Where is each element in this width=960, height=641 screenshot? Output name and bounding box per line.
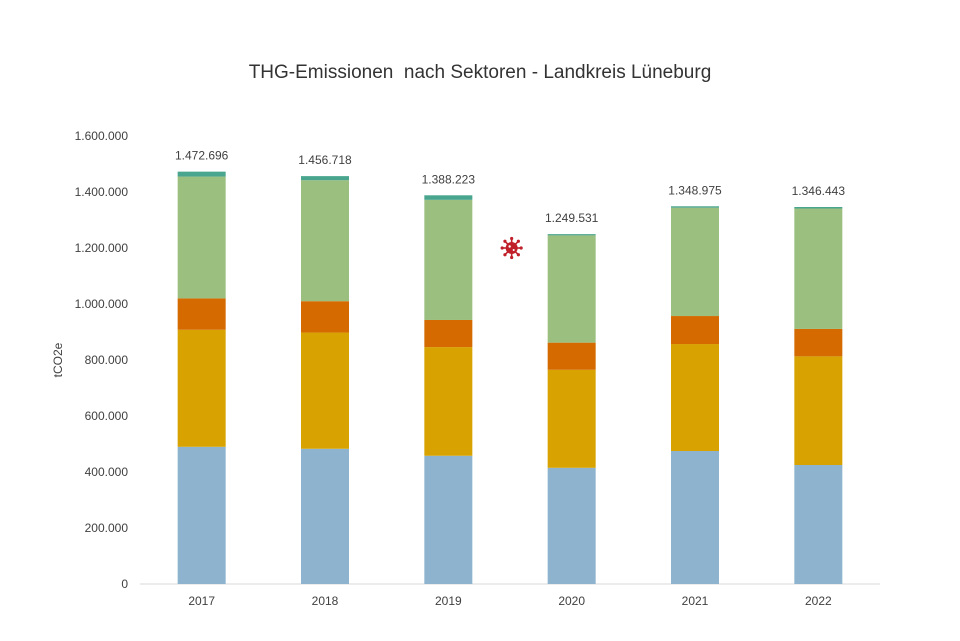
y-tick-label: 1.400.000 [75,185,129,199]
x-tick-label: 2022 [805,594,832,608]
bar-segment [301,176,349,181]
x-tick-label: 2020 [558,594,585,608]
bar-segment [301,332,349,449]
bar-segment [547,369,596,468]
bar-segment [424,199,473,320]
bar-segment [671,316,719,345]
bar-segment [794,328,843,357]
data-label: 1.388.223 [422,172,476,186]
annotation [500,236,523,260]
bar-segment [177,298,226,330]
bar-segment [424,319,473,348]
x-tick-label: 2019 [435,594,462,608]
y-tick-label: 400.000 [85,465,129,479]
bar-segment [794,465,843,584]
y-tick-label: 800.000 [85,353,129,367]
bar-segment [794,356,843,465]
bar-segment [177,176,226,299]
bars [177,171,843,584]
bar-segment [671,344,719,451]
bar-segment [671,451,719,584]
bar-segment [177,446,226,584]
bar-segment [177,171,226,177]
bar-segment [177,329,226,447]
data-label: 1.472.696 [175,149,229,163]
bar-segment [301,180,349,302]
y-axis-label: tCO2e [51,342,65,377]
bar-segment [547,234,596,236]
bar-segment [301,301,349,333]
data-label: 1.249.531 [545,211,599,225]
bar-segment [547,342,596,370]
virus-icon [500,236,523,260]
bar-segment [547,467,596,584]
y-tick-label: 600.000 [85,409,129,423]
x-tick-label: 2017 [188,594,215,608]
y-tick-label: 1.200.000 [75,241,129,255]
x-tick-label: 2021 [682,594,709,608]
y-tick-label: 1.600.000 [75,129,129,143]
total-labels: 1.472.696 1.456.718 1.388.223 1.249.531 1.34… [175,149,845,225]
x-tick-labels: 2017 2018 2019 2020 2021 2022 [188,594,832,608]
y-tick-labels: 0 200.000 400.000 600.000 800.000 1.000.000 1.… [75,129,129,591]
x-tick-label: 2018 [312,594,339,608]
bar-segment [671,207,719,317]
bar-segment [671,206,719,208]
data-label: 1.348.975 [668,183,722,197]
y-tick-label: 1.000.000 [75,297,129,311]
y-tick-label: 0 [121,577,128,591]
bar-segment [301,448,349,584]
bar-segment [424,347,473,456]
data-label: 1.456.718 [298,153,352,167]
bar-segment [424,455,473,584]
bar-segment [794,206,843,209]
data-label: 1.346.443 [792,184,846,198]
bar-segment [424,195,473,200]
bar-segment [547,235,596,343]
y-tick-label: 200.000 [85,521,129,535]
chart-title: THG-Emissionen nach Sektoren - Landkreis… [248,62,712,83]
bar-segment [794,208,843,329]
